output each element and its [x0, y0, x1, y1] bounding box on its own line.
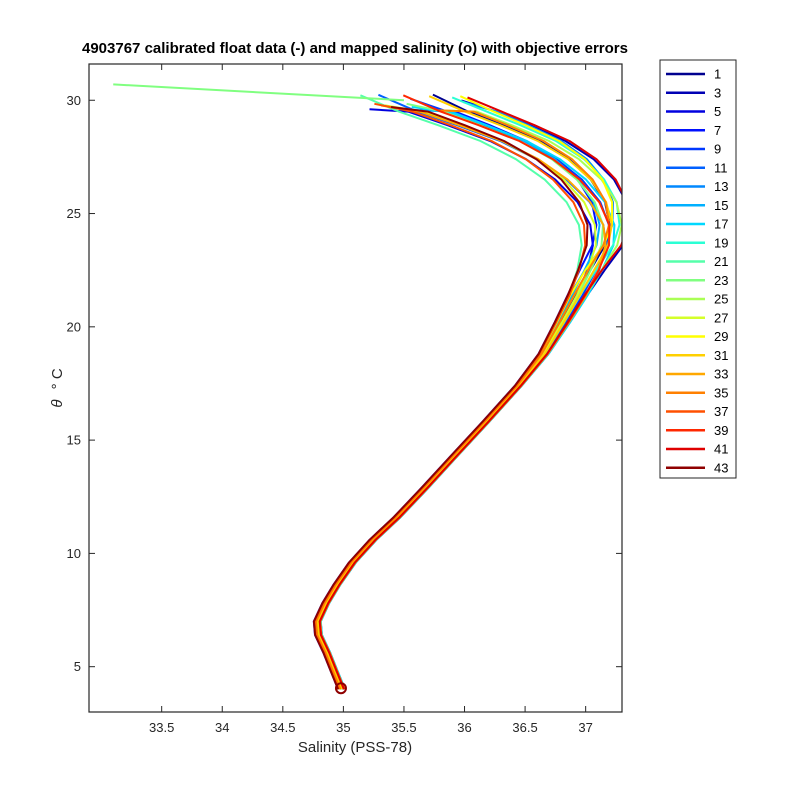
x-tick-label: 37 [578, 720, 592, 735]
legend-entry-label: 35 [714, 385, 728, 400]
legend-entry-label: 43 [714, 460, 728, 475]
x-tick-label: 36 [457, 720, 471, 735]
y-tick-label: 25 [67, 206, 81, 221]
y-axis-label-symbol: θ [49, 400, 66, 408]
legend-entry-label: 15 [714, 198, 728, 213]
y-axis-label: θ ° C [49, 368, 66, 407]
legend-entry-label: 9 [714, 142, 721, 157]
legend-entry-label: 37 [714, 404, 728, 419]
plot-frame [88, 63, 623, 713]
x-tick-label: 35.5 [391, 720, 416, 735]
series-line-cycle-43 [312, 106, 589, 690]
series-line-cycle-23-surface [113, 83, 405, 102]
legend-entry-label: 27 [714, 310, 728, 325]
legend-entry-label: 29 [714, 329, 728, 344]
legend-entry-label: 1 [714, 67, 721, 82]
legend-entry-label: 11 [714, 160, 728, 175]
legend-entry-label: 21 [714, 254, 728, 269]
legend-entry-label: 41 [714, 442, 728, 457]
svg-text:θ ° C: θ ° C [49, 368, 66, 407]
x-tick-label: 33.5 [149, 720, 174, 735]
x-tick-label: 34.5 [270, 720, 295, 735]
legend-entry-label: 7 [714, 123, 721, 138]
series-line-cycle-31 [317, 95, 613, 690]
x-tick-label: 36.5 [512, 720, 537, 735]
legend-entry-label: 3 [714, 85, 721, 100]
y-tick-label: 10 [67, 546, 81, 561]
y-tick-label: 20 [67, 319, 81, 334]
y-tick-label: 5 [74, 659, 81, 674]
data-series-layer [113, 83, 622, 695]
legend-entry-label: 25 [714, 292, 728, 307]
series-line-cycle-35 [315, 109, 610, 690]
x-axis-label: Salinity (PSS-78) [298, 739, 412, 756]
legend-entry-label: 39 [714, 423, 728, 438]
legend-entry-label: 31 [714, 348, 728, 363]
legend-entry-label: 33 [714, 367, 728, 382]
legend-entry-label: 19 [714, 235, 728, 250]
legend-entry-label: 17 [714, 217, 728, 232]
legend-entry-label: 23 [714, 273, 728, 288]
x-tick-label: 34 [215, 720, 229, 735]
chart-title: 4903767 calibrated float data (-) and ma… [82, 40, 628, 57]
mapped-salinity-marker [334, 682, 347, 695]
y-tick-label: 15 [67, 433, 81, 448]
y-axis-label-unit: ° C [49, 368, 66, 389]
x-tick-label: 35 [336, 720, 350, 735]
x-axis: 33.5 34 34.5 35 35.5 36 36.5 37 [149, 64, 593, 735]
y-axis: 5 10 15 20 25 30 [67, 93, 622, 674]
legend-entry-label: 5 [714, 104, 721, 119]
series-line-cycle-41 [318, 96, 622, 690]
y-tick-label: 30 [67, 93, 81, 108]
legend-entry-label: 13 [714, 179, 728, 194]
